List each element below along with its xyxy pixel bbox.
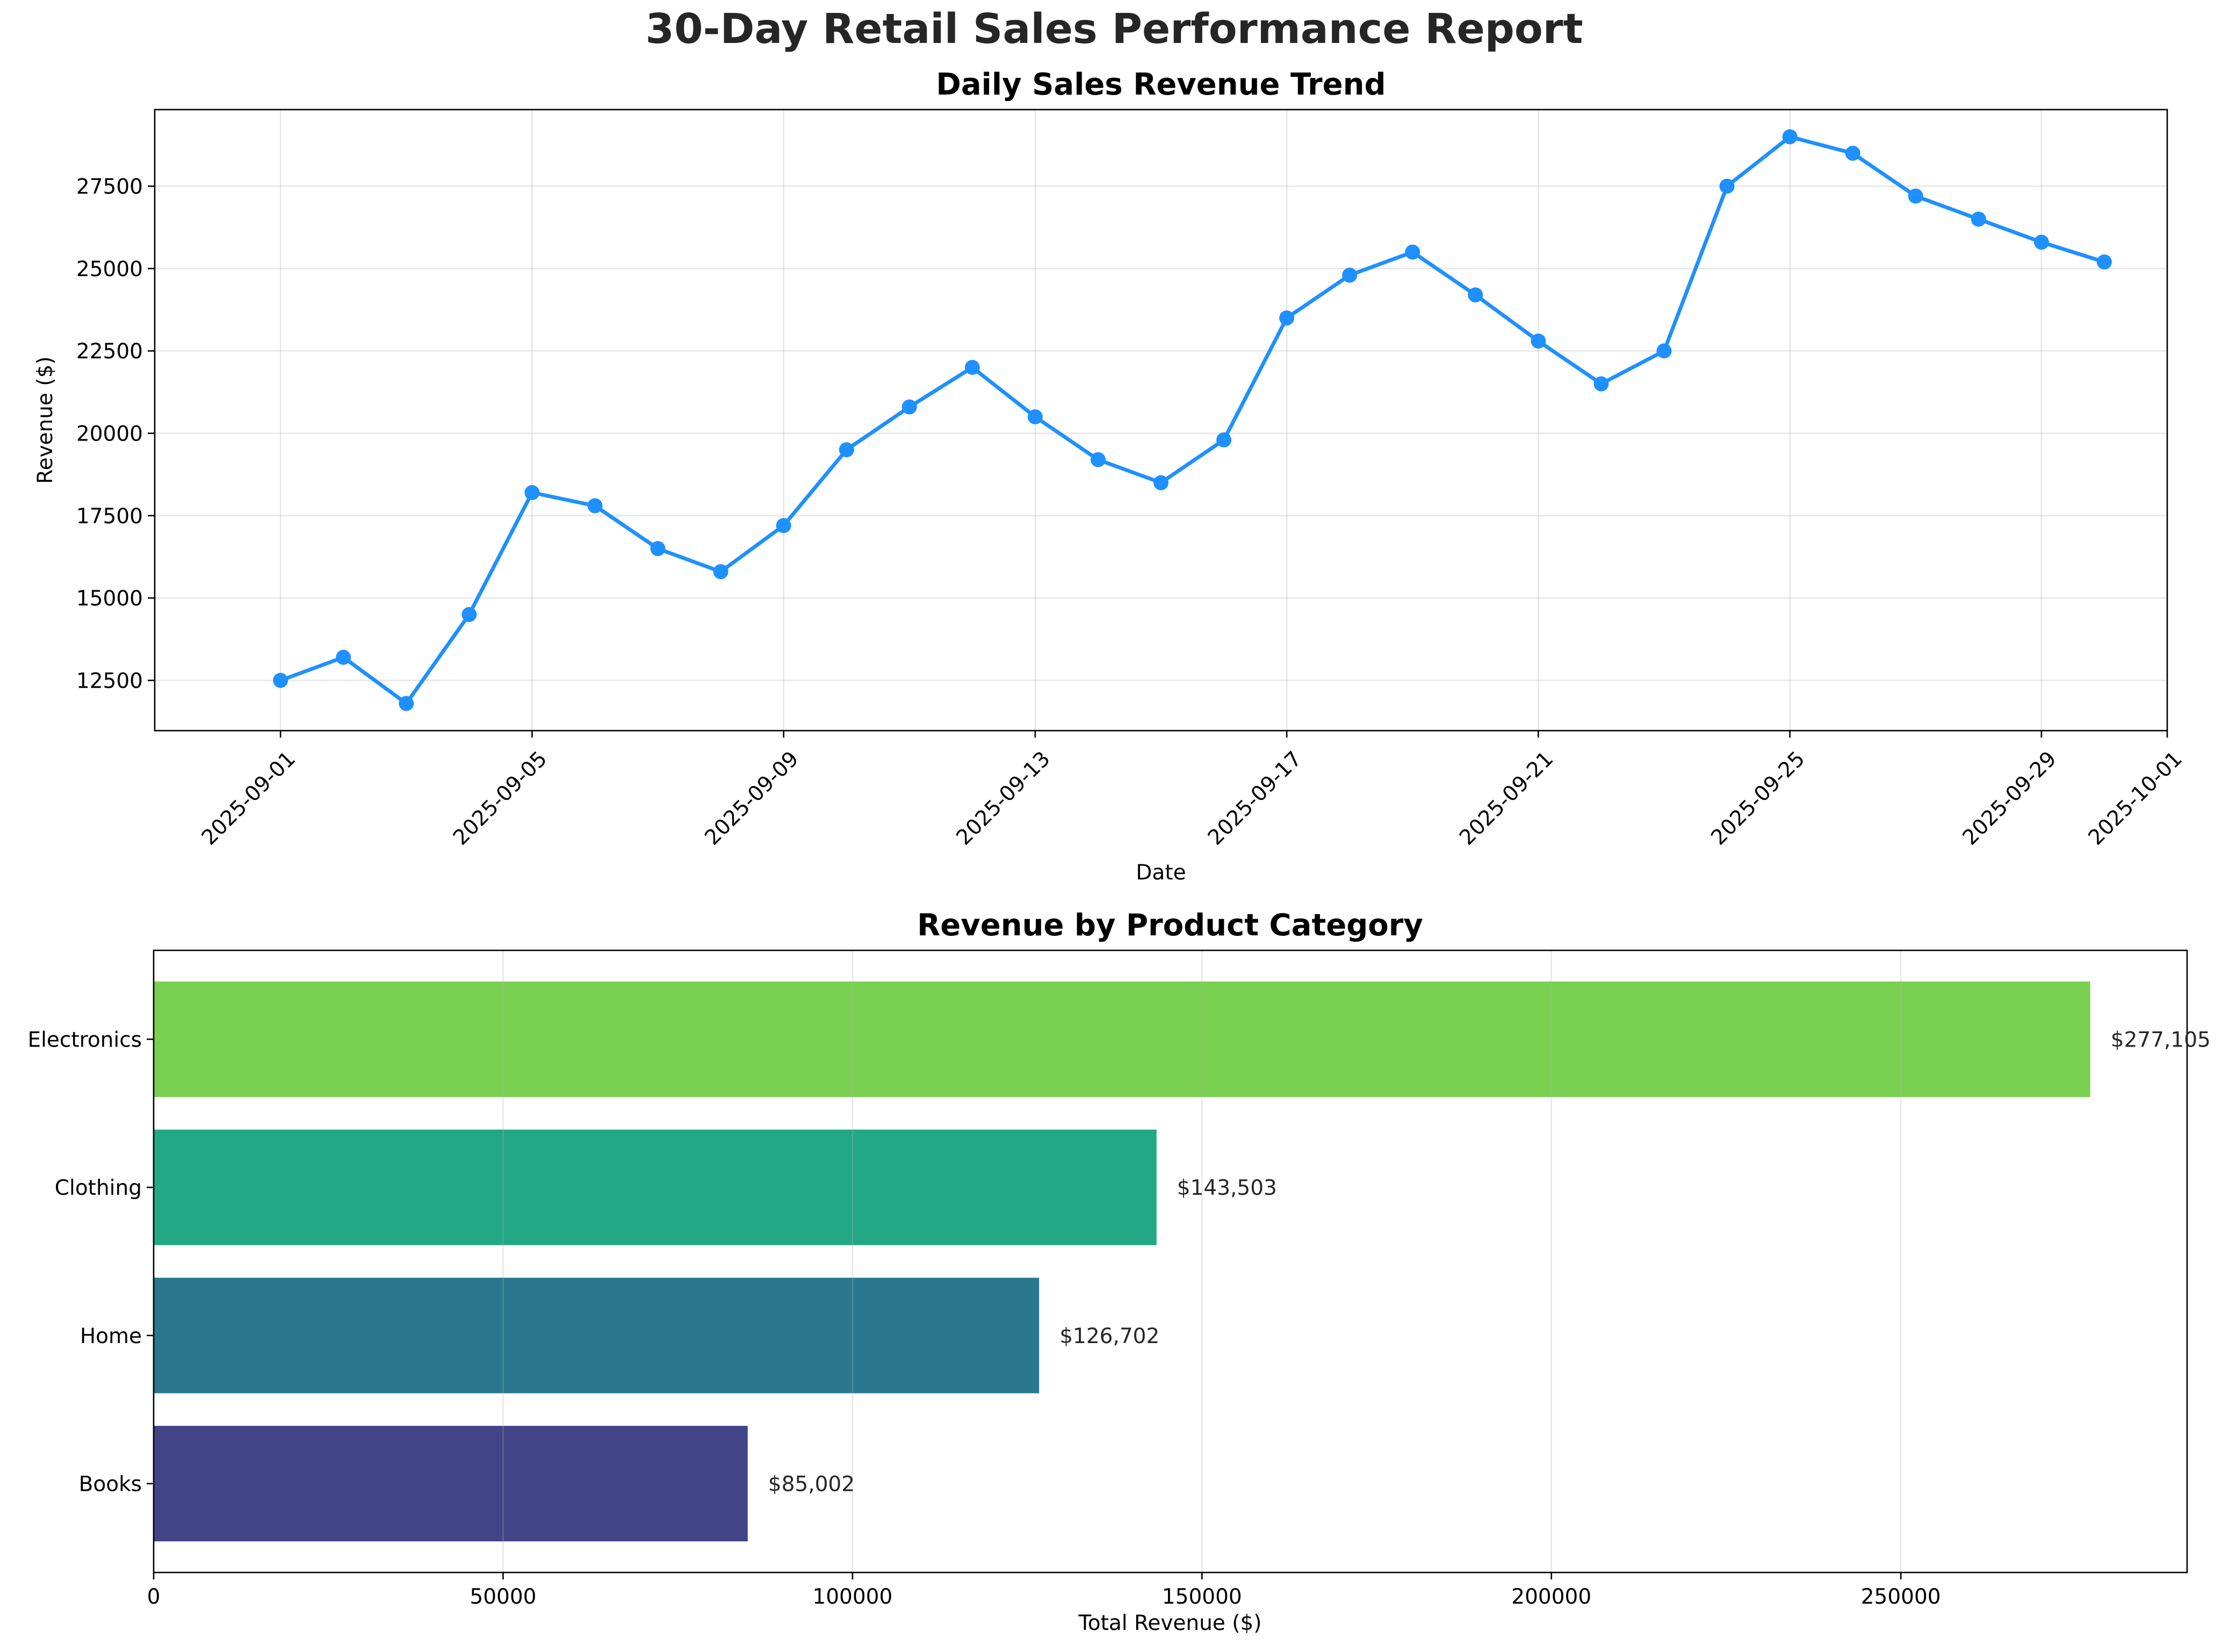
revenue-data-point [1720, 179, 1735, 194]
bar-chart-value-labels: $277,105 $143,503 $126,702 $85,002 [768, 1028, 2211, 1496]
line-x-tick-label: 2025-09-21 [1455, 747, 1558, 850]
line-y-tick-label: 12500 [76, 669, 143, 693]
line-y-tick-label: 20000 [76, 422, 143, 446]
revenue-data-point [587, 498, 602, 513]
line-chart-xlabel: Date [1136, 861, 1186, 885]
bar-chart-xlabel: Total Revenue ($) [1078, 1611, 1262, 1635]
figure-title: 30-Day Retail Sales Performance Report [645, 5, 1583, 53]
bar-x-tick-label: 200000 [1511, 1585, 1591, 1609]
revenue-data-point [1657, 343, 1672, 358]
bar-x-tick-label: 0 [147, 1585, 161, 1609]
revenue-data-point [1468, 287, 1483, 302]
bar-home [154, 1278, 1039, 1393]
bar-category-label: Books [79, 1473, 142, 1497]
line-chart-x-axis: 2025-09-01 2025-09-05 2025-09-09 2025-09-13… [197, 731, 2187, 850]
revenue-data-point [1405, 244, 1420, 259]
bar-value-label: $126,702 [1059, 1324, 1159, 1348]
revenue-data-point [713, 564, 728, 579]
revenue-data-point [1153, 475, 1168, 490]
revenue-data-point [273, 673, 288, 688]
revenue-data-point [524, 485, 539, 500]
revenue-data-point [1091, 452, 1106, 467]
revenue-data-point [1593, 377, 1608, 392]
revenue-data-point [1908, 189, 1923, 204]
line-x-tick-label: 2025-09-29 [1958, 747, 2061, 850]
revenue-data-point [965, 360, 980, 375]
line-x-tick-label: 2025-09-01 [197, 747, 300, 850]
revenue-data-point [1216, 432, 1231, 448]
revenue-data-point [651, 541, 666, 556]
bar-books [154, 1426, 748, 1541]
bar-chart-title: Revenue by Product Category [917, 908, 1423, 943]
revenue-data-point [1971, 212, 1986, 227]
revenue-data-point [1845, 146, 1860, 161]
line-x-tick-label: 2025-09-09 [700, 747, 803, 850]
bar-electronics [154, 982, 2090, 1097]
revenue-data-point [461, 607, 477, 622]
line-y-tick-label: 22500 [76, 340, 143, 364]
revenue-data-point [776, 518, 791, 533]
line-chart-grid [155, 110, 2167, 731]
bar-category-label: Clothing [55, 1176, 142, 1200]
revenue-data-point [1783, 129, 1798, 145]
bar-category-label: Home [80, 1324, 142, 1348]
revenue-data-point [336, 650, 351, 665]
line-y-tick-label: 25000 [76, 257, 143, 282]
bar-value-label: $85,002 [768, 1473, 855, 1497]
bar-chart-x-axis: 0 50000 100000 150000 200000 250000 [147, 1572, 1941, 1609]
bar-chart: Revenue by Product Category Electronics C… [27, 908, 2210, 1635]
line-x-tick-label: 2025-09-05 [449, 747, 552, 850]
bar-value-label: $143,503 [1177, 1176, 1277, 1200]
revenue-data-point [2097, 255, 2112, 270]
line-x-tick-label: 2025-09-25 [1706, 747, 1809, 850]
line-chart-title: Daily Sales Revenue Trend [936, 67, 1386, 102]
revenue-data-point [839, 442, 854, 457]
line-y-tick-label: 17500 [76, 504, 143, 529]
revenue-data-point [1531, 334, 1546, 349]
bar-category-label: Electronics [27, 1028, 142, 1052]
revenue-data-point [902, 399, 917, 414]
bar-x-tick-label: 100000 [812, 1585, 892, 1609]
revenue-data-point [399, 696, 414, 711]
line-y-tick-label: 27500 [76, 175, 143, 199]
bar-chart-bars [154, 982, 2090, 1541]
line-chart-ylabel: Revenue ($) [33, 356, 57, 484]
revenue-data-point [1342, 268, 1357, 283]
bar-clothing [154, 1130, 1157, 1245]
bar-x-tick-label: 150000 [1162, 1585, 1242, 1609]
line-chart-frame [155, 110, 2167, 731]
line-x-tick-label: 2025-10-01 [2084, 747, 2187, 850]
line-x-tick-label: 2025-09-17 [1203, 747, 1307, 850]
bar-chart-y-axis: Electronics Clothing Home Books [27, 1028, 154, 1496]
line-chart-y-axis: 12500 15000 17500 20000 22500 25000 27500 [76, 175, 155, 694]
line-y-tick-label: 15000 [76, 587, 143, 611]
bar-value-label: $277,105 [2111, 1028, 2211, 1052]
revenue-trend-points [273, 129, 2112, 711]
revenue-data-point [1028, 409, 1043, 424]
revenue-data-point [2034, 235, 2049, 250]
line-x-tick-label: 2025-09-13 [952, 747, 1055, 850]
bar-x-tick-label: 250000 [1861, 1585, 1941, 1609]
line-chart: Daily Sales Revenue Trend 12500 15000 1750… [33, 67, 2187, 885]
revenue-trend-line [280, 137, 2104, 704]
bar-x-tick-label: 50000 [470, 1585, 536, 1609]
revenue-data-point [1279, 311, 1294, 326]
